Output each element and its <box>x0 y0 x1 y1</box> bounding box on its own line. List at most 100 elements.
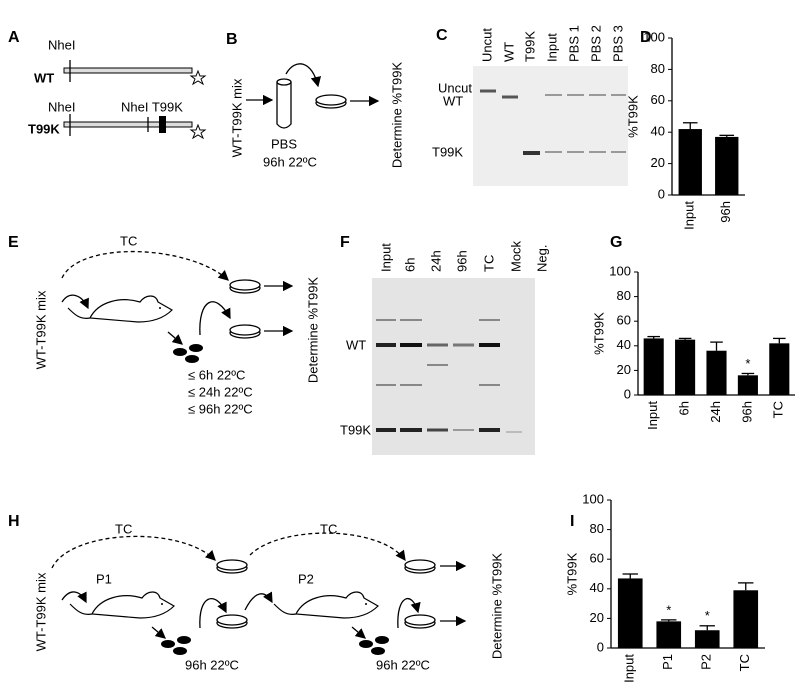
site-label: NheI T99K <box>121 99 183 114</box>
workflow-diagram: WT-T99K mix PBS 96h 22ºC Determine %T99K <box>229 62 404 170</box>
y-tick-label: 0 <box>658 186 665 201</box>
significance-mark: * <box>745 356 750 371</box>
lane-label: Input <box>544 33 559 62</box>
y-axis-label: %T99K <box>564 552 579 595</box>
control-label: TC <box>320 521 337 536</box>
timepoint-label: ≤ 96h 22ºC <box>188 401 253 416</box>
significance-mark: * <box>666 602 671 617</box>
mix-label: WT-T99K mix <box>229 78 244 157</box>
lane-label: Mock <box>508 240 523 272</box>
panel-label: D <box>640 29 652 46</box>
lane-label: 6h <box>402 258 417 272</box>
bar <box>643 338 664 395</box>
passage-label: P1 <box>96 571 112 586</box>
y-tick-label: 0 <box>624 386 631 401</box>
workflow-diagram: TC WT-T99K mix Determine %T99K ≤ 6h 22ºC… <box>33 233 320 416</box>
bar <box>733 590 759 648</box>
site-label: NheI <box>48 37 75 52</box>
readout-label: Determine %T99K <box>305 277 320 384</box>
y-tick-label: 100 <box>609 263 631 278</box>
bar <box>675 339 696 395</box>
control-label: TC <box>115 521 132 536</box>
timepoint-label: ≤ 6h 22ºC <box>188 367 245 382</box>
condition-label: 96h 22ºC <box>263 154 317 169</box>
y-tick-label: 60 <box>590 551 604 566</box>
bar <box>694 630 720 648</box>
readout-label: Determine %T99K <box>389 62 404 169</box>
bar <box>715 136 739 195</box>
workflow-diagram: TC TC Determine %T99K WT-T99K mix P1 96h… <box>33 521 504 672</box>
mix-label: WT-T99K mix <box>33 290 48 369</box>
panel-label: A <box>8 29 20 46</box>
lane-label: PBS 3 <box>610 25 625 62</box>
bar <box>678 129 702 195</box>
x-tick-label: TC <box>771 401 786 418</box>
y-tick-label: 80 <box>590 521 604 536</box>
x-tick-label: TC <box>737 654 752 671</box>
y-tick-label: 80 <box>617 288 631 303</box>
passage-label: P2 <box>298 571 314 586</box>
y-tick-label: 60 <box>651 92 665 107</box>
x-tick-label: Input <box>645 401 660 430</box>
gel: Uncut WT T99K <box>432 66 628 186</box>
y-tick-label: 40 <box>617 337 631 352</box>
y-tick-label: 0 <box>597 639 604 654</box>
bar <box>656 621 682 648</box>
lane-label: Neg. <box>534 245 549 272</box>
panel-label: G <box>610 234 622 251</box>
y-axis-label: %T99K <box>591 312 606 355</box>
construct-diagram: NheI WT NheI NheI T99K T99K <box>28 37 207 140</box>
panel-label: C <box>436 27 448 44</box>
band-label: T99K <box>340 422 371 437</box>
panel-label: H <box>8 513 20 530</box>
condition-label: 96h 22ºC <box>376 657 430 672</box>
site-label: NheI <box>48 99 75 114</box>
lane-label: 96h <box>454 250 469 272</box>
y-tick-label: 20 <box>617 362 631 377</box>
readout-label: Determine %T99K <box>489 553 504 660</box>
band-label: Uncut <box>438 80 472 95</box>
control-label: TC <box>120 233 137 248</box>
band-label: WT <box>443 93 463 108</box>
timepoint-label: ≤ 24h 22ºC <box>188 384 253 399</box>
lane-label: PBS 1 <box>566 25 581 62</box>
bar <box>706 350 727 395</box>
x-tick-label: 96h <box>718 201 733 223</box>
panel-label: E <box>8 234 19 251</box>
x-tick-label: Input <box>622 654 637 683</box>
x-tick-label: 96h <box>739 401 754 423</box>
lane-label: TC <box>481 255 496 272</box>
band-label: T99K <box>432 144 463 159</box>
lane-label: Uncut <box>479 28 494 62</box>
x-tick-label: 24h <box>708 401 723 423</box>
y-tick-label: 20 <box>590 610 604 625</box>
buffer-label: PBS <box>271 136 297 151</box>
y-tick-label: 100 <box>582 491 604 506</box>
x-tick-label: P1 <box>660 654 675 670</box>
y-axis-label: %T99K <box>625 95 640 138</box>
panel-label: B <box>226 31 238 48</box>
y-tick-label: 100 <box>643 29 665 44</box>
x-tick-label: Input <box>682 201 697 230</box>
lane-label: 24h <box>428 250 443 272</box>
lane-label: PBS 2 <box>588 25 603 62</box>
bar <box>617 578 643 648</box>
lane-label: Input <box>378 243 393 272</box>
y-tick-label: 60 <box>617 313 631 328</box>
lane-label: T99K <box>522 31 537 62</box>
y-tick-label: 80 <box>651 61 665 76</box>
condition-label: 96h 22ºC <box>185 657 239 672</box>
gel: WT T99K <box>340 278 535 455</box>
panel-label: I <box>570 513 574 530</box>
y-tick-label: 40 <box>590 580 604 595</box>
lane-label: WT <box>501 42 516 62</box>
panel-label: F <box>340 234 350 251</box>
y-tick-label: 40 <box>651 124 665 139</box>
mix-label: WT-T99K mix <box>33 572 48 651</box>
construct-label: T99K <box>28 121 60 136</box>
band-label: WT <box>346 337 366 352</box>
x-tick-label: P2 <box>699 654 714 670</box>
construct-label: WT <box>34 70 54 85</box>
